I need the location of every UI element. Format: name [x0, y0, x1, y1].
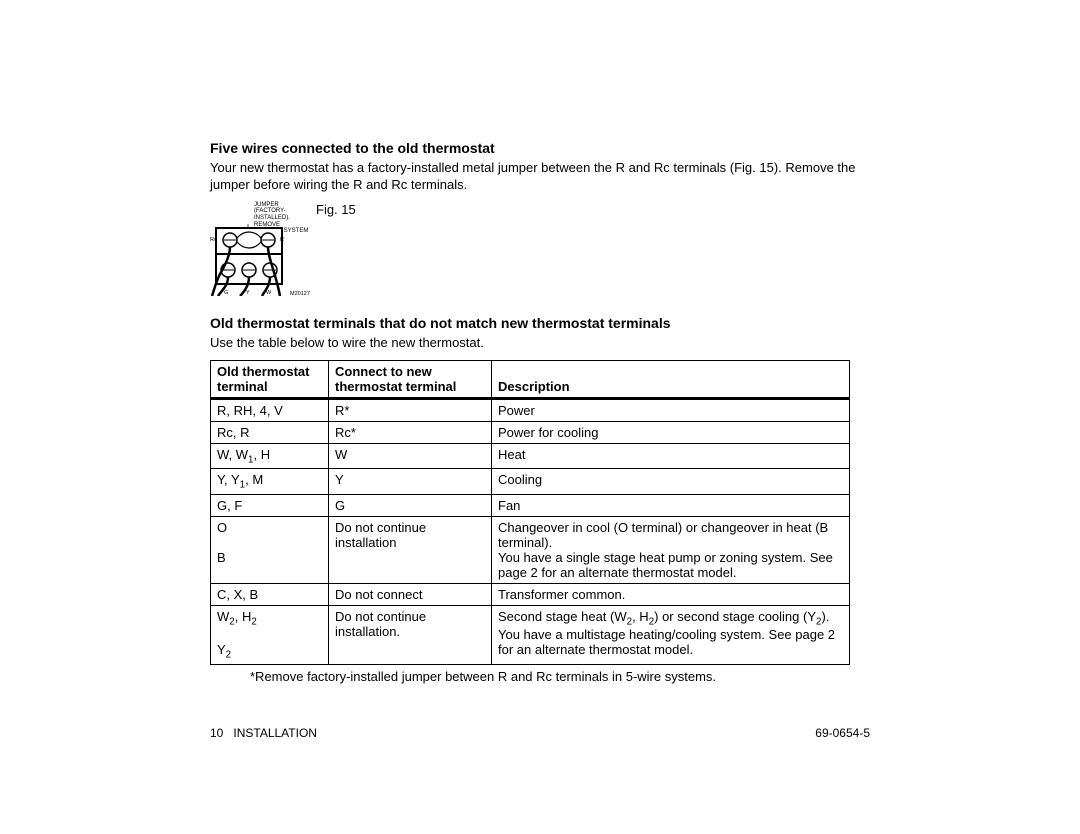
table-row: O B Do not continue installation Changeo… — [211, 516, 850, 583]
section1-title: Five wires connected to the old thermost… — [210, 140, 870, 156]
section2-body: Use the table below to wire the new ther… — [210, 335, 870, 352]
cell-text: installation — [335, 535, 396, 550]
cell-old: Rc, R — [211, 421, 329, 443]
cell-text: Changeover in cool (O terminal) or chang… — [498, 520, 828, 550]
header-new-terminal: Connect to new thermostat terminal — [329, 360, 492, 398]
footer-section: INSTALLATION — [233, 726, 317, 740]
cell-text: W2, H2 — [217, 609, 257, 624]
page-footer: 10 INSTALLATION 69-0654-5 — [210, 726, 870, 740]
table-row: W2, H2 Y2 Do not continue installation. … — [211, 605, 850, 664]
label-g: G — [224, 290, 228, 296]
cell-text: Y2 — [217, 642, 231, 657]
cell-desc: Cooling — [492, 469, 850, 495]
table-row: R, RH, 4, V R* Power — [211, 398, 850, 421]
cell-desc: Fan — [492, 494, 850, 516]
diagram-code: M20127 — [290, 291, 310, 297]
label-y: Y — [246, 290, 250, 296]
cell-new: G — [329, 494, 492, 516]
table-row: C, X, B Do not connect Transformer commo… — [211, 583, 850, 605]
cell-old: W, W1, H — [211, 443, 329, 469]
wiring-diagram: JUMPER (FACTORY- INSTALLED). REMOVE IF 5… — [210, 202, 310, 297]
cell-new: R* — [329, 398, 492, 421]
cell-new: Do not continue installation. — [329, 605, 492, 664]
cell-desc: Changeover in cool (O terminal) or chang… — [492, 516, 850, 583]
header-text: thermostat terminal — [335, 379, 456, 394]
cell-old: O B — [211, 516, 329, 583]
cell-desc: Heat — [492, 443, 850, 469]
cell-desc: Second stage heat (W2, H2) or second sta… — [492, 605, 850, 664]
label-rc: Rc — [210, 237, 217, 243]
cell-text: You have a multistage heating/cooling sy… — [498, 627, 835, 657]
section2-title: Old thermostat terminals that do not mat… — [210, 315, 870, 331]
header-old-terminal: Old thermostat terminal — [211, 360, 329, 398]
diagram-svg — [210, 224, 288, 296]
cell-desc: Transformer common. — [492, 583, 850, 605]
cell-desc: Power — [492, 398, 850, 421]
table-row: Rc, R Rc* Power for cooling — [211, 421, 850, 443]
table-row: W, W1, H W Heat — [211, 443, 850, 469]
figure-caption: Fig. 15 — [316, 202, 356, 217]
cell-desc: Power for cooling — [492, 421, 850, 443]
page-number: 10 — [210, 726, 223, 740]
label-w: W — [266, 290, 271, 296]
cell-text: Do not continue — [335, 609, 426, 624]
header-text: terminal — [217, 379, 268, 394]
footer-left: 10 INSTALLATION — [210, 726, 317, 740]
cell-text: You have a single stage heat pump or zon… — [498, 550, 833, 580]
cell-old: Y, Y1, M — [211, 469, 329, 495]
jumper-note-line: JUMPER (FACTORY- — [254, 202, 286, 215]
cell-text: O — [217, 520, 227, 535]
cell-text: B — [217, 550, 226, 565]
header-text: Description — [498, 379, 570, 394]
cell-old: C, X, B — [211, 583, 329, 605]
figure-15: JUMPER (FACTORY- INSTALLED). REMOVE IF 5… — [210, 202, 870, 297]
section1-body: Your new thermostat has a factory-instal… — [210, 160, 870, 194]
cell-text: Do not continue — [335, 520, 426, 535]
cell-new: Do not continue installation — [329, 516, 492, 583]
cell-new: Y — [329, 469, 492, 495]
table-row: Y, Y1, M Y Cooling — [211, 469, 850, 495]
cell-old: G, F — [211, 494, 329, 516]
cell-text: installation. — [335, 624, 400, 639]
footer-doc-number: 69-0654-5 — [815, 726, 870, 740]
cell-old: R, RH, 4, V — [211, 398, 329, 421]
table-footnote: *Remove factory-installed jumper between… — [250, 669, 870, 684]
header-text: Old thermostat — [217, 364, 309, 379]
table-row: G, F G Fan — [211, 494, 850, 516]
cell-text: Second stage heat (W2, H2) or second sta… — [498, 609, 829, 624]
label-r: R — [280, 237, 284, 243]
wiring-table: Old thermostat terminal Connect to new t… — [210, 360, 850, 665]
document-page: Five wires connected to the old thermost… — [0, 0, 1080, 684]
cell-new: Rc* — [329, 421, 492, 443]
header-text: Connect to new — [335, 364, 432, 379]
cell-old: W2, H2 Y2 — [211, 605, 329, 664]
cell-new: W — [329, 443, 492, 469]
header-description: Description — [492, 360, 850, 398]
cell-new: Do not connect — [329, 583, 492, 605]
table-header-row: Old thermostat terminal Connect to new t… — [211, 360, 850, 398]
